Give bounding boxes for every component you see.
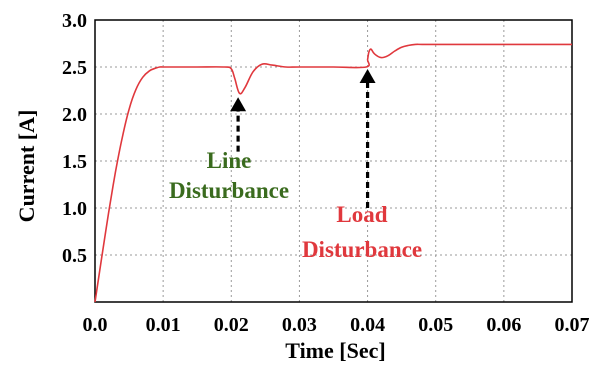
y-tick-label: 3.0	[62, 10, 87, 32]
x-tick-label: 0.01	[146, 314, 181, 336]
x-axis-tick-labels: 0.0 0.01 0.02 0.03 0.04 0.05 0.06 0.07	[83, 314, 590, 336]
x-tick-label: 0.02	[214, 314, 249, 336]
annotation-label: Line	[207, 148, 252, 173]
y-tick-label: 1.0	[62, 198, 87, 220]
x-tick-label: 0.07	[555, 314, 590, 336]
annotations: Line Disturbance Load Disturbance	[169, 69, 422, 262]
y-tick-label: 1.5	[62, 151, 87, 173]
x-tick-label: 0.04	[350, 314, 385, 336]
y-tick-label: 0.5	[62, 245, 87, 267]
y-axis-title: Current [A]	[14, 110, 39, 223]
annotation-label: Disturbance	[302, 237, 422, 262]
annotation-arrow-head	[359, 69, 376, 83]
y-tick-label: 2.5	[62, 57, 87, 79]
annotation-label: Load	[336, 202, 387, 227]
plot-frame	[94, 19, 573, 303]
x-axis-title: Time [Sec]	[285, 338, 385, 363]
annotation-arrow-head	[230, 97, 247, 112]
annotation-label: Disturbance	[169, 178, 289, 203]
current-series-line	[94, 43, 572, 303]
x-tick-label: 0.03	[282, 314, 317, 336]
x-tick-label: 0.05	[418, 314, 453, 336]
y-tick-label: 2.0	[62, 104, 87, 126]
x-tick-label: 0.0	[83, 314, 108, 336]
x-tick-label: 0.06	[486, 314, 521, 336]
y-axis-tick-labels: 0.5 1.0 1.5 2.0 2.5 3.0	[62, 10, 87, 267]
